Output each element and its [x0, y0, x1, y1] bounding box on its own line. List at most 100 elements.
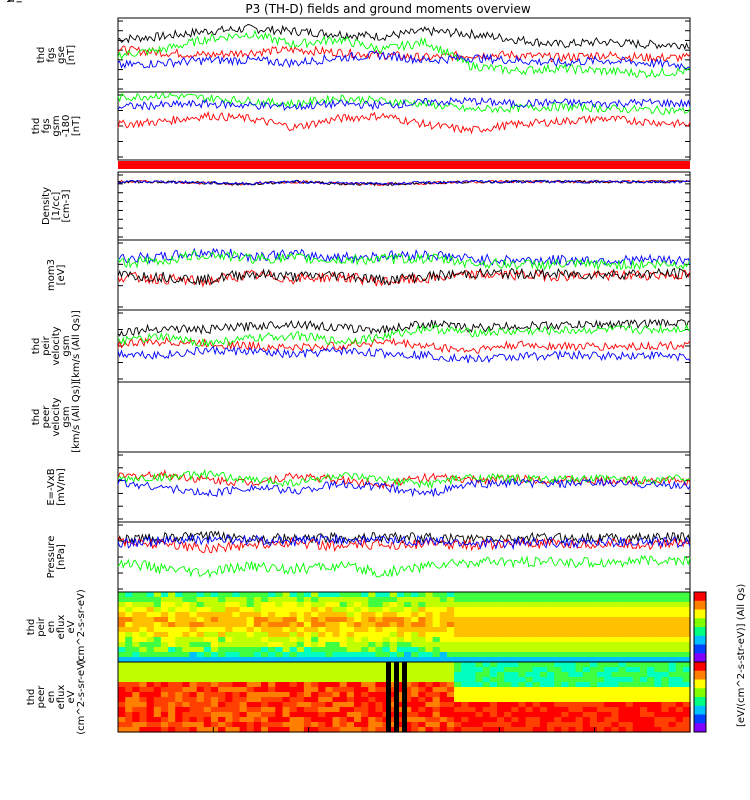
heatmap-cell	[532, 637, 541, 643]
heatmap-cell	[146, 662, 155, 668]
heatmap-cell	[246, 622, 255, 628]
heatmap-cell	[168, 642, 176, 648]
heatmap-cell	[404, 682, 412, 688]
heatmap-cell	[118, 657, 126, 663]
heatmap-cell	[604, 687, 612, 693]
heatmap-cell	[611, 612, 620, 618]
y-gsm-value: 5.5	[0, 0, 8, 3]
heatmap-cell	[661, 662, 670, 668]
heatmap-cell	[168, 697, 176, 703]
heatmap-cell	[647, 637, 655, 643]
heatmap-cell	[282, 702, 291, 708]
heatmap-cell	[654, 672, 663, 678]
heatmap-cell	[489, 662, 498, 668]
heatmap-cell	[675, 692, 684, 698]
legend-label: Vx	[0, 0, 13, 3]
heatmap-cell	[647, 647, 655, 653]
heatmap-cell	[253, 697, 262, 703]
heatmap-cell	[597, 717, 605, 723]
series-line-Pt	[117, 530, 691, 546]
heatmap-cell	[368, 657, 377, 663]
heatmap-cell	[239, 712, 248, 718]
heatmap-cell	[525, 652, 534, 658]
heatmap-cell	[675, 652, 684, 658]
flag-strip	[118, 161, 690, 169]
heatmap-cell	[303, 712, 312, 718]
heatmap-cell	[597, 607, 605, 613]
heatmap-cell	[561, 652, 570, 658]
heatmap-cell	[518, 647, 527, 653]
heatmap-cell	[561, 727, 570, 733]
heatmap-cell	[382, 617, 391, 623]
heatmap-cell	[168, 672, 176, 678]
heatmap-cell	[139, 717, 148, 723]
heatmap-cell	[175, 662, 183, 668]
heatmap-cell	[368, 697, 377, 703]
heatmap-cell	[225, 632, 234, 638]
heatmap-cell	[153, 637, 162, 643]
heatmap-cell	[525, 617, 534, 623]
heatmap-cell	[146, 707, 155, 713]
heatmap-cell	[168, 707, 176, 713]
heatmap-cell	[203, 642, 212, 648]
heatmap-cell	[561, 592, 570, 598]
heatmap-cell	[604, 592, 612, 598]
heatmap-cell	[125, 657, 133, 663]
heatmap-cell	[361, 632, 369, 638]
heatmap-cell	[647, 632, 655, 638]
heatmap-cell	[268, 597, 276, 603]
heatmap-cell	[361, 707, 369, 713]
heatmap-cell	[346, 627, 355, 633]
heatmap-cell	[468, 712, 477, 718]
heatmap-cell	[525, 602, 534, 608]
heatmap-cell	[525, 677, 534, 683]
heatmap-cell	[454, 607, 462, 613]
heatmap-cell	[575, 627, 584, 633]
heatmap-cell	[640, 642, 648, 648]
heatmap-cell	[539, 592, 548, 598]
heatmap-cell	[425, 662, 434, 668]
heatmap-cell	[303, 717, 312, 723]
heatmap-cell	[439, 657, 448, 663]
heatmap-cell	[253, 712, 262, 718]
heatmap-cell	[368, 662, 377, 668]
heatmap-cell	[611, 617, 620, 623]
heatmap-cell	[203, 702, 212, 708]
heatmap-cell	[132, 642, 141, 648]
heatmap-cell	[303, 727, 312, 733]
heatmap-cell	[246, 642, 255, 648]
heatmap-cell	[139, 602, 148, 608]
heatmap-cell	[225, 637, 234, 643]
heatmap-cell	[604, 662, 612, 668]
heatmap-cell	[354, 622, 362, 628]
heatmap-cell	[218, 697, 226, 703]
heatmap-cell	[218, 602, 226, 608]
heatmap-cell	[604, 657, 612, 663]
heatmap-cell	[504, 597, 512, 603]
heatmap-cell	[532, 617, 541, 623]
heatmap-cell	[489, 627, 498, 633]
heatmap-cell	[268, 647, 276, 653]
heatmap-cell	[446, 612, 455, 618]
heatmap-cell	[389, 722, 398, 728]
heatmap-cell	[261, 617, 269, 623]
heatmap-cell	[504, 652, 512, 658]
heatmap-cell	[389, 677, 398, 683]
heatmap-cell	[589, 657, 598, 663]
heatmap-cell	[439, 717, 448, 723]
heatmap-cell	[396, 637, 405, 643]
heatmap-cell	[582, 722, 591, 728]
heatmap-cell	[511, 612, 520, 618]
heatmap-cell	[425, 652, 434, 658]
heatmap-cell	[647, 697, 655, 703]
heatmap-cell	[411, 712, 419, 718]
heatmap-cell	[432, 617, 441, 623]
heatmap-cell	[296, 607, 305, 613]
heatmap-cell	[497, 687, 505, 693]
heatmap-cell	[475, 727, 484, 733]
heatmap-cell	[575, 662, 584, 668]
heatmap-cell	[468, 672, 477, 678]
heatmap-cell	[239, 637, 248, 643]
heatmap-cell	[525, 667, 534, 673]
heatmap-cell	[389, 692, 398, 698]
